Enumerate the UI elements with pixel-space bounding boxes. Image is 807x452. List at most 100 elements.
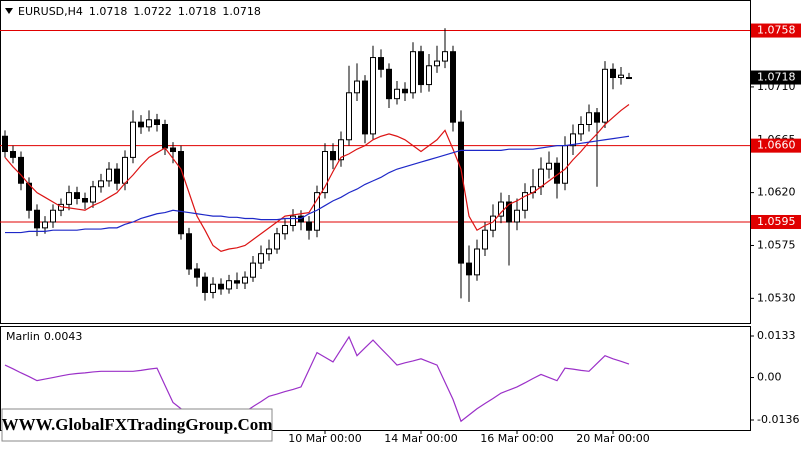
candle-body xyxy=(290,215,296,227)
series-line xyxy=(4,104,630,253)
candle-body xyxy=(522,192,528,211)
candle-body xyxy=(562,145,568,184)
level-label: 1.0758 xyxy=(757,24,796,37)
title-symbol: EURUSD,H4 xyxy=(18,5,83,18)
candle-body xyxy=(362,80,368,135)
candle-body xyxy=(610,68,616,79)
menu-arrow xyxy=(5,8,13,14)
watermark-box xyxy=(1,408,273,442)
candle-body xyxy=(234,280,240,284)
chart-title: EURUSD,H4 1.0718 1.0722 1.0718 1.0718 xyxy=(18,5,261,18)
y-tick-label: 1.0620 xyxy=(757,186,796,199)
candle-body xyxy=(250,262,256,278)
price-label-box xyxy=(751,70,801,85)
price-panel xyxy=(0,0,751,324)
candle-body xyxy=(570,133,576,147)
plot-layer: 1.07101.06651.06201.05751.05301.07581.06… xyxy=(0,23,801,445)
candle-body xyxy=(450,51,456,123)
candle-body xyxy=(242,276,248,284)
candle-body xyxy=(322,151,328,194)
level-label: 1.0660 xyxy=(757,139,796,152)
candle-body xyxy=(170,147,176,153)
candle-body xyxy=(74,192,80,199)
level-label-box xyxy=(751,138,801,153)
candle-body xyxy=(210,283,216,293)
candle-body xyxy=(602,68,608,123)
y-tick-label: -0.0136 xyxy=(757,413,799,426)
candle-body xyxy=(626,77,632,80)
candle-body xyxy=(218,283,224,290)
candle-body xyxy=(594,112,600,123)
level-label-box xyxy=(751,23,801,38)
candle-body xyxy=(346,92,352,141)
indicator-title: Marlin 0.0043 xyxy=(6,330,82,343)
candle-body xyxy=(618,74,624,79)
indicator-name: Marlin xyxy=(6,330,40,343)
candle-body xyxy=(34,209,40,229)
candle-body xyxy=(442,51,448,62)
candle-body xyxy=(98,180,104,188)
y-tick-label: 1.0530 xyxy=(757,291,796,304)
candle-body xyxy=(474,248,480,276)
candle-body xyxy=(354,80,360,94)
candle-body xyxy=(402,88,408,94)
indicator-panel xyxy=(0,326,751,431)
series-line xyxy=(4,335,630,423)
y-tick-label: 1.0575 xyxy=(757,238,796,251)
level-label-box xyxy=(751,214,801,229)
x-tick-label: 16 Mar 00:00 xyxy=(480,432,553,445)
candle-body xyxy=(506,201,512,223)
candle-body xyxy=(162,124,168,149)
candle-body xyxy=(514,209,520,223)
candle-body xyxy=(338,139,344,161)
candle-body xyxy=(18,156,24,184)
candle-body xyxy=(258,253,264,264)
candle-body xyxy=(114,168,120,184)
title-high: 1.0722 xyxy=(133,5,172,18)
candle-body xyxy=(266,248,272,255)
title-open: 1.0718 xyxy=(89,5,128,18)
series-line xyxy=(5,135,630,234)
candle-body xyxy=(274,233,280,250)
candle-body xyxy=(418,51,424,86)
indicator-value: 0.0043 xyxy=(44,330,83,343)
candle-body xyxy=(498,201,504,217)
candle-body xyxy=(66,192,72,205)
candle-body xyxy=(434,60,440,67)
title-close: 1.0718 xyxy=(222,5,261,18)
candle-body xyxy=(330,151,336,161)
candle-body xyxy=(282,225,288,235)
candle-body xyxy=(130,121,136,158)
candle-body xyxy=(10,151,16,158)
candle-body xyxy=(26,182,32,211)
candle-body xyxy=(586,112,592,126)
x-tick-label: 10 Mar 00:00 xyxy=(288,432,361,445)
candle-body xyxy=(306,221,312,231)
candle-body xyxy=(50,209,56,223)
candle-body xyxy=(138,121,144,128)
candle-body xyxy=(426,65,432,86)
candle-body xyxy=(90,186,96,203)
candle-body xyxy=(378,57,384,70)
candle-body xyxy=(2,135,8,153)
candle-body xyxy=(546,162,552,170)
candle-body xyxy=(458,121,464,264)
candle-body xyxy=(386,68,392,100)
candle-body xyxy=(122,156,128,184)
candle-body xyxy=(370,57,376,135)
candle-body xyxy=(202,276,208,293)
x-tick-label: 14 Mar 00:00 xyxy=(384,432,457,445)
title-low: 1.0718 xyxy=(178,5,217,18)
level-label: 1.0595 xyxy=(757,215,796,228)
y-tick-label: 0.00 xyxy=(757,371,782,384)
candle-body xyxy=(146,119,152,128)
y-tick-label: 0.0133 xyxy=(757,329,796,342)
candle-body xyxy=(578,124,584,135)
price-label: 1.0718 xyxy=(757,71,796,84)
candle-body xyxy=(538,168,544,188)
candle-body xyxy=(226,280,232,290)
watermark: WWW.GlobalFXTradingGroup.Com xyxy=(2,415,273,434)
candle-body xyxy=(394,88,400,100)
